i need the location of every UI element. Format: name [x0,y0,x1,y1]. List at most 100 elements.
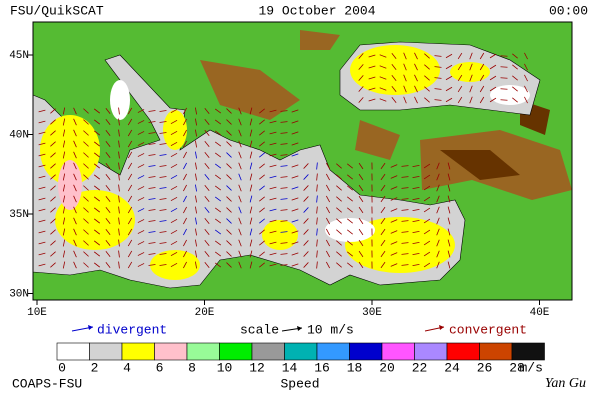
wind-arrow [436,195,440,203]
wind-arrow [391,53,397,59]
wind-arrow [401,209,409,211]
wind-arrow [238,184,242,192]
footer-right: Yan Gu [545,376,586,391]
wind-arrow [214,218,222,224]
wind-arrow [105,239,111,247]
wind-arrow [159,198,167,200]
wind-arrow [73,107,77,115]
mountains [440,100,550,180]
wind-arrow [325,206,331,214]
wind-arrow [291,120,299,124]
wind-arrow [50,163,56,169]
wind-arrow [127,140,133,148]
wind-vectors [38,52,528,269]
lon-label: 10E [27,307,47,319]
wind-arrow [127,261,133,269]
wind-arrow [380,173,386,181]
wind-arrow [336,251,342,257]
wind-arrow [412,197,420,201]
wind-arrow [391,97,397,103]
wind-arrow [358,162,364,170]
wind-arrow [38,252,46,256]
wind-arrow [170,218,178,224]
wind-arrow [83,229,89,235]
wind-arrow [204,251,210,257]
wind-arrow [368,65,376,69]
wind-arrow [249,118,253,126]
wind-arrow [391,75,397,81]
wind-arrow [434,99,442,101]
wind-arrow [469,52,473,60]
wind-arrow [401,198,409,200]
wind-arrow [325,184,331,192]
wind-arrow [280,253,288,255]
wind-arrow [148,143,156,145]
wind-arrow [214,163,222,169]
wind-arrow [291,131,299,135]
wind-arrow [183,129,187,137]
wind-arrow [390,208,398,212]
wind-arrow [137,120,145,124]
wind-arrow [401,231,409,233]
wind-arrow [159,132,167,134]
wind-arrow [118,250,120,258]
wind-arrow [347,251,353,257]
wind-arrow [280,143,288,145]
wind-arrow [336,185,342,191]
wind-arrow [479,85,485,93]
wind-arrow [269,230,277,234]
wind-arrow [358,184,364,192]
divergent-arrowhead [88,325,93,330]
wind-arrow [259,207,265,213]
wind-arrow [424,86,430,92]
wind-arrow [226,207,232,213]
wind-arrow [148,253,156,255]
wind-arrow [445,64,453,70]
wind-arrow [447,250,451,258]
colorbar-label: 6 [156,360,164,375]
wind-arrow [148,242,156,244]
colorbar-bin [316,342,350,361]
wind-arrow [93,163,101,169]
wind-arrow [447,217,451,225]
wind-arrow [303,207,309,213]
wind-arrow [105,206,111,214]
wind-arrow [379,65,387,69]
wind-arrow [336,207,342,213]
wind-arrow [159,121,167,123]
wind-arrow [358,228,364,236]
wind-arrow [38,241,46,245]
wind-arrow [401,220,409,222]
wind-arrow [204,130,210,136]
wind-arrow [269,109,277,113]
colorbar-label: 14 [282,360,298,375]
colorbar-label: 28 [509,360,525,375]
wind-arrow [159,143,167,145]
wind-arrow [93,196,101,202]
wind-arrow [73,184,77,192]
wind-arrow [380,206,386,214]
wind-arrow [436,162,440,170]
wind-arrow [159,220,167,222]
wind-arrow [500,99,508,101]
wind-arrow [269,142,277,146]
wind-arrow [303,240,309,246]
wind-arrow [436,206,440,214]
wind-arrow [358,97,364,103]
wind-arrow [38,120,46,124]
wind-arrow [170,108,178,114]
wind-arrow [137,153,145,157]
wind-arrow [412,241,420,245]
wind-arrow [93,174,101,180]
wind-arrow [336,174,342,180]
wind-arrow [183,173,187,181]
calm-patches [110,80,530,242]
vector-legend: divergent scale 10 m/s convergent [71,322,527,337]
wind-arrow [73,151,77,159]
wind-arrow [249,239,253,247]
wind-arrow [62,129,66,137]
wind-arrow [62,228,66,236]
wind-arrow [73,228,77,236]
wind-arrow [214,262,222,268]
wind-arrow [249,107,253,115]
